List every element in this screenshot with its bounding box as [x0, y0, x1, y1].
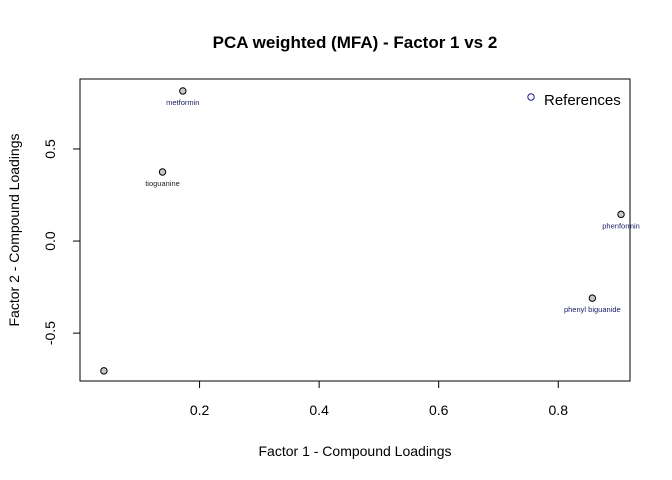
data-point [158, 168, 167, 176]
data-point [100, 367, 108, 375]
y-axis-label: Factor 2 - Compound Loadings [6, 134, 22, 327]
point-label: phenformin [602, 221, 640, 230]
point-label: phenyl biguanide [564, 305, 621, 314]
legend: References [527, 92, 621, 109]
legend-entry-references: References [544, 92, 621, 109]
data-points: metformin tioguanine phenformin phenyl bigu… [100, 87, 640, 375]
x-tick-label: 0.8 [549, 402, 569, 418]
data-point [588, 294, 597, 302]
chart-title: PCA weighted (MFA) - Factor 1 vs 2 [213, 33, 498, 52]
x-axis: 0.2 0.4 0.6 0.8 [190, 381, 568, 418]
x-tick-label: 0.2 [190, 402, 210, 418]
x-tick-label: 0.6 [429, 402, 449, 418]
point-label: tioguanine [145, 179, 180, 188]
x-tick-label: 0.4 [309, 402, 329, 418]
point-label: metformin [166, 98, 199, 107]
y-tick-label: 0.5 [42, 139, 58, 159]
y-tick-label: -0.5 [42, 321, 58, 345]
data-point [179, 87, 187, 95]
x-axis-label: Factor 1 - Compound Loadings [259, 443, 452, 459]
data-point [617, 210, 625, 219]
y-tick-label: 0.0 [42, 231, 58, 251]
y-axis: -0.5 0.0 0.5 [42, 139, 80, 345]
legend-marker-icon [527, 93, 535, 101]
plot-frame [79, 78, 631, 382]
